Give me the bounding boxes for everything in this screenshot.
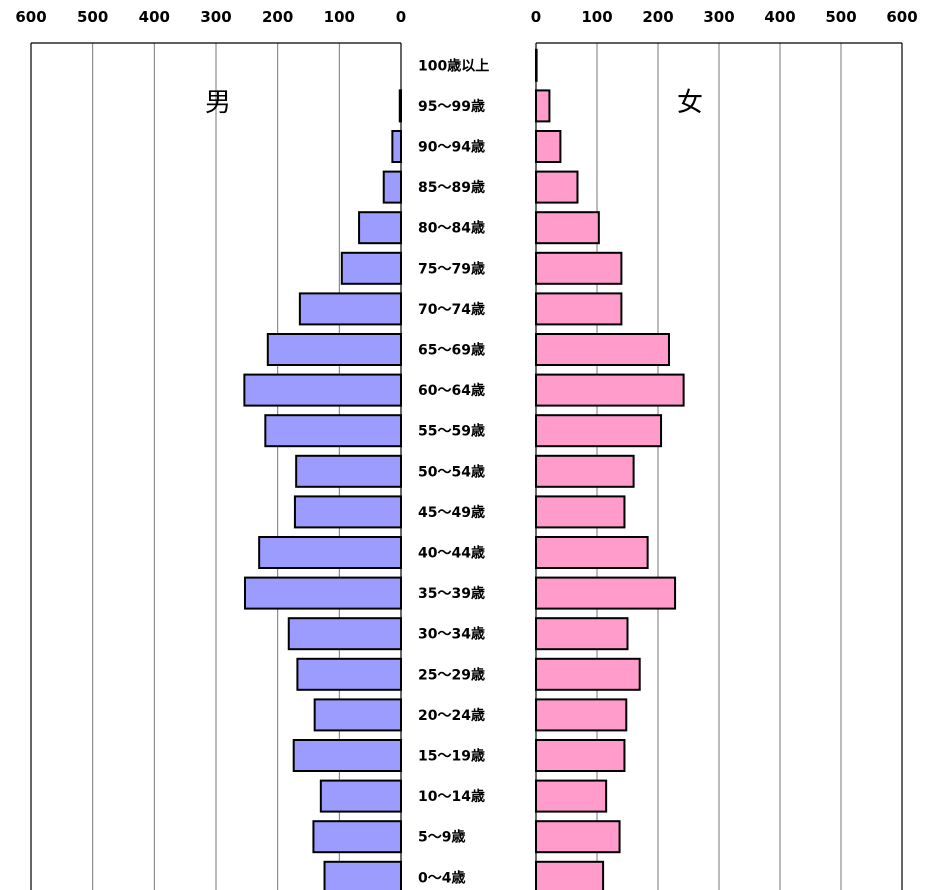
- age-group-label: 90～94歳: [418, 139, 485, 156]
- right-x-tick-label: 200: [642, 8, 673, 26]
- female-bar: [535, 495, 626, 529]
- female-bar: [535, 739, 626, 772]
- female-bar: [535, 657, 641, 691]
- male-bar: [295, 454, 402, 488]
- age-group-label: 95～99歳: [418, 98, 485, 115]
- left-x-tick-label: 100: [324, 8, 355, 26]
- age-group-label: 45～49歳: [418, 504, 485, 521]
- female-bar: [535, 292, 623, 326]
- male-bar: [298, 292, 402, 326]
- left-x-tick-label: 500: [77, 8, 108, 26]
- right-axis-ticks: 0 100 200 300 400 500 600: [531, 8, 918, 26]
- male-series-label: 男: [205, 88, 231, 118]
- male-bar: [382, 170, 403, 204]
- female-bar: [535, 536, 649, 569]
- left-x-tick-label: 600: [15, 8, 46, 26]
- female-bar: [535, 373, 685, 407]
- age-group-label: 60～64歳: [418, 382, 485, 399]
- female-bar: [535, 820, 621, 854]
- age-group-label: 100歳以上: [418, 57, 489, 74]
- age-group-label: 15～19歳: [418, 748, 485, 765]
- age-group-label: 80～84歳: [418, 220, 485, 237]
- left-x-tick-label: 300: [200, 8, 231, 26]
- male-bar: [312, 820, 402, 854]
- right-x-tick-label: 600: [886, 8, 917, 26]
- male-bar: [264, 414, 403, 448]
- age-group-label: 40～44歳: [418, 545, 485, 562]
- age-group-label: 75～79歳: [418, 260, 485, 277]
- female-bar: [535, 333, 670, 366]
- right-x-tick-label: 400: [764, 8, 795, 26]
- female-bar: [535, 698, 628, 732]
- female-bar: [535, 211, 600, 245]
- female-bar: [535, 454, 635, 488]
- age-group-label: 55～59歳: [418, 423, 485, 440]
- female-series-label: 女: [677, 88, 703, 118]
- left-x-tick-label: 200: [262, 8, 293, 26]
- male-bar: [391, 130, 403, 163]
- age-group-label: 0～4歳: [418, 869, 465, 886]
- age-group-labels: 100歳以上 95～99歳 90～94歳 85～89歳 80～84歳 75～79歳 70～7…: [418, 57, 489, 886]
- female-bar: [535, 89, 551, 123]
- age-group-label: 50～54歳: [418, 463, 485, 480]
- female-bar: [535, 576, 677, 610]
- age-group-label: 20～24歳: [418, 707, 485, 724]
- male-bar: [243, 373, 402, 407]
- age-group-label: 65～69歳: [418, 342, 485, 359]
- male-bar: [293, 495, 402, 529]
- female-bar: [535, 130, 562, 163]
- male-bar: [266, 333, 402, 366]
- female-bar: [535, 414, 663, 448]
- age-group-label: 35～39歳: [418, 585, 485, 602]
- left-x-tick-label: 0: [396, 8, 406, 26]
- female-bar: [535, 251, 623, 285]
- age-group-label: 85～89歳: [418, 179, 485, 196]
- male-bar: [258, 536, 402, 569]
- right-x-tick-label: 0: [531, 8, 541, 26]
- right-x-tick-label: 300: [703, 8, 734, 26]
- age-group-label: 25～29歳: [418, 666, 485, 683]
- male-bar: [243, 576, 402, 610]
- left-axis-ticks: 600 500 400 300 200 100 0: [15, 8, 406, 26]
- male-bar: [323, 860, 402, 890]
- right-x-tick-label: 100: [581, 8, 612, 26]
- female-bar: [535, 170, 579, 204]
- male-bar: [319, 779, 403, 813]
- female-bar: [535, 48, 538, 82]
- male-bar: [313, 698, 402, 732]
- age-group-label: 70～74歳: [418, 301, 485, 318]
- male-bars: [243, 89, 403, 890]
- male-bar: [287, 617, 402, 651]
- right-x-tick-label: 500: [825, 8, 856, 26]
- female-bar: [535, 617, 629, 651]
- female-bar: [535, 779, 608, 813]
- male-bar: [340, 251, 402, 285]
- male-bar: [398, 89, 402, 123]
- left-x-tick-label: 400: [139, 8, 170, 26]
- male-bar: [358, 211, 403, 245]
- age-group-label: 30～34歳: [418, 626, 485, 643]
- age-group-label: 10～14歳: [418, 788, 485, 805]
- male-bar: [296, 657, 402, 691]
- female-bars: [535, 48, 685, 890]
- female-bar: [535, 860, 605, 890]
- age-group-label: 5～9歳: [418, 829, 465, 846]
- male-bar: [292, 739, 403, 772]
